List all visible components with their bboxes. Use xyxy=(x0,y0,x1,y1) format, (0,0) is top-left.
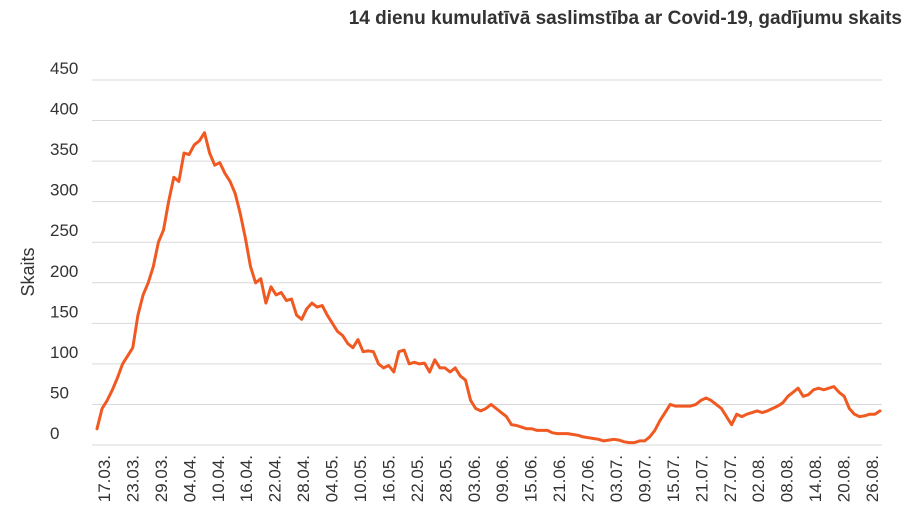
x-tick-label: 21.06. xyxy=(550,455,569,502)
y-axis-label: Skaits xyxy=(18,247,38,296)
y-tick-label: 400 xyxy=(50,100,78,119)
x-tick-label: 15.06. xyxy=(522,455,541,502)
y-tick-label: 200 xyxy=(50,262,78,281)
x-tick-label: 15.07. xyxy=(664,455,683,502)
x-tick-label: 03.07. xyxy=(607,455,626,502)
y-tick-label: 350 xyxy=(50,140,78,159)
x-tick-label: 09.07. xyxy=(635,455,654,502)
y-tick-label: 50 xyxy=(50,383,69,402)
x-tick-label: 28.04. xyxy=(294,455,313,502)
y-tick-label: 100 xyxy=(50,343,78,362)
x-tick-label: 04.04. xyxy=(180,455,199,502)
x-tick-label: 08.08. xyxy=(778,455,797,502)
y-tick-label: 300 xyxy=(50,181,78,200)
x-tick-label: 29.03. xyxy=(152,455,171,502)
y-tick-label: 150 xyxy=(50,302,78,321)
x-tick-label: 17.03. xyxy=(95,455,114,502)
x-tick-label: 14.08. xyxy=(806,455,825,502)
y-tick-label: 450 xyxy=(50,59,78,78)
x-tick-label: 27.06. xyxy=(579,455,598,502)
series-line xyxy=(95,131,882,445)
y-axis-ticks: 0 50 100 150 200 250 300 350 400 450 xyxy=(50,59,78,443)
x-tick-label: 16.04. xyxy=(237,455,256,502)
x-tick-label: 02.08. xyxy=(749,455,768,502)
x-tick-label: 27.07. xyxy=(721,455,740,502)
x-tick-label: 22.05. xyxy=(408,455,427,502)
x-tick-label: 23.03. xyxy=(123,455,142,502)
x-tick-label: 10.05. xyxy=(351,455,370,502)
y-tick-label: 0 xyxy=(50,424,59,443)
grid-lines xyxy=(92,79,882,446)
x-tick-label: 10.04. xyxy=(209,455,228,502)
x-tick-label: 04.05. xyxy=(323,455,342,502)
x-tick-label: 22.04. xyxy=(266,455,285,502)
x-tick-label: 21.07. xyxy=(692,455,711,502)
x-tick-label: 16.05. xyxy=(379,455,398,502)
y-tick-label: 250 xyxy=(50,221,78,240)
x-axis-ticks: 17.03. 23.03. 29.03. 04.04. 10.04. 16.04. 22.0… xyxy=(95,455,882,502)
x-tick-label: 20.08. xyxy=(835,455,854,502)
chart-title: 14 dienu kumulatīvā saslimstība ar Covid… xyxy=(348,8,902,29)
x-tick-label: 03.06. xyxy=(465,455,484,502)
x-tick-label: 26.08. xyxy=(863,455,882,502)
x-tick-label: 09.06. xyxy=(493,455,512,502)
x-tick-label: 28.05. xyxy=(436,455,455,502)
